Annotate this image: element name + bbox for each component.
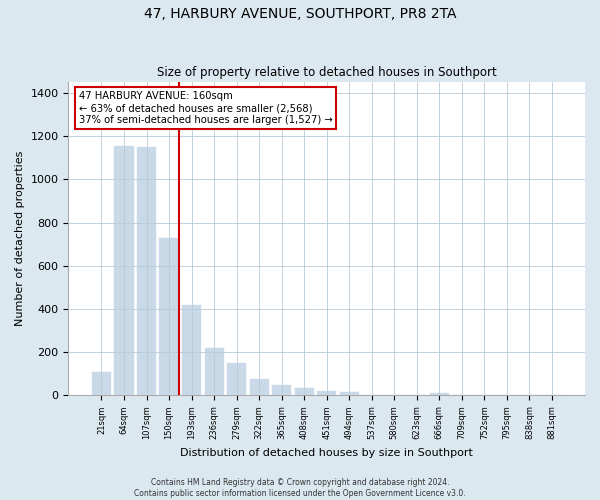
Bar bbox=[92, 372, 111, 396]
Bar bbox=[182, 304, 201, 396]
X-axis label: Distribution of detached houses by size in Southport: Distribution of detached houses by size … bbox=[180, 448, 473, 458]
Bar bbox=[250, 379, 269, 396]
Bar bbox=[160, 238, 179, 396]
Bar bbox=[340, 392, 359, 396]
Text: 47 HARBURY AVENUE: 160sqm
← 63% of detached houses are smaller (2,568)
37% of se: 47 HARBURY AVENUE: 160sqm ← 63% of detac… bbox=[79, 92, 332, 124]
Bar bbox=[205, 348, 224, 396]
Bar bbox=[295, 388, 314, 396]
Bar bbox=[227, 363, 246, 396]
Bar bbox=[137, 147, 156, 396]
Text: 47, HARBURY AVENUE, SOUTHPORT, PR8 2TA: 47, HARBURY AVENUE, SOUTHPORT, PR8 2TA bbox=[144, 8, 456, 22]
Bar bbox=[317, 391, 336, 396]
Bar bbox=[115, 146, 134, 396]
Y-axis label: Number of detached properties: Number of detached properties bbox=[15, 151, 25, 326]
Bar bbox=[272, 384, 291, 396]
Bar bbox=[430, 394, 449, 396]
Text: Contains HM Land Registry data © Crown copyright and database right 2024.
Contai: Contains HM Land Registry data © Crown c… bbox=[134, 478, 466, 498]
Title: Size of property relative to detached houses in Southport: Size of property relative to detached ho… bbox=[157, 66, 497, 80]
